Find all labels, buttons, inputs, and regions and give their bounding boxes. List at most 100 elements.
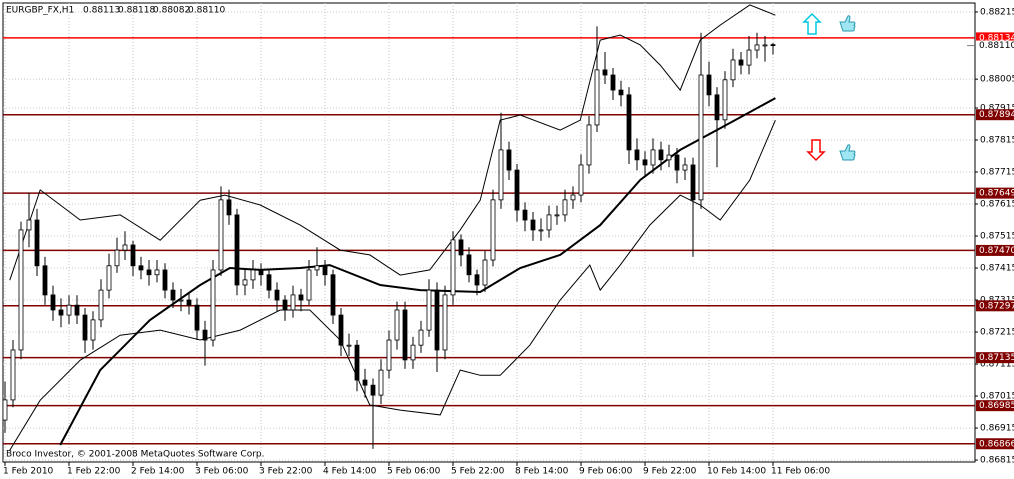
candle-body [610, 74, 616, 91]
candle-body [146, 269, 152, 276]
x-tick-label: 4 Feb 14:00 [323, 467, 377, 477]
level-label-box [976, 32, 1014, 44]
candle-body [746, 49, 752, 66]
y-tick-label: 0.87515 [980, 232, 1014, 242]
y-tick-label: 0.87215 [980, 328, 1014, 338]
candle-body [186, 299, 192, 306]
y-tick-label: 0.87015 [980, 392, 1014, 402]
candle-body [154, 269, 160, 276]
header-close: 0.88110 [188, 6, 225, 16]
candle-body [170, 289, 176, 301]
level-label: 0.86866 [979, 439, 1014, 449]
x-tick-label: 5 Feb 06:00 [387, 467, 441, 477]
candle-body [114, 249, 120, 267]
candle-body [162, 269, 168, 291]
level-label: 0.87649 [979, 189, 1014, 199]
candle-body [578, 164, 584, 196]
candle-body [10, 349, 16, 401]
y-tick-label: 0.87115 [980, 360, 1014, 370]
level-label-box [976, 244, 1014, 256]
candle-body [426, 289, 432, 331]
candle-body [306, 269, 312, 301]
bollinger-band [9, 120, 776, 451]
candle-body [42, 265, 48, 296]
candle-body [442, 294, 448, 351]
copyright: Broco Investor, © 2001-2008 MetaQuotes S… [6, 450, 265, 460]
x-tick-label: 1 Feb 22:00 [67, 467, 121, 477]
candle-body [26, 219, 32, 231]
candle-body [538, 229, 544, 232]
candle-body [658, 149, 664, 161]
symbol: EURGBP_FX,H1 [6, 6, 74, 16]
candle-body [418, 329, 424, 346]
candle-body [402, 309, 408, 361]
level-label-box [976, 300, 1014, 312]
candle-body [322, 265, 328, 276]
candle-body [586, 124, 592, 166]
candle-body [386, 339, 392, 371]
candle-body [354, 344, 360, 381]
last-price-box [976, 40, 1014, 51]
candle-body [242, 279, 248, 286]
candle-body [50, 294, 56, 311]
y-tick-label: 0.86815 [980, 456, 1014, 466]
candle-body [706, 74, 712, 96]
level-label-box [976, 352, 1014, 364]
x-tick-label: 8 Feb 14:00 [515, 467, 569, 477]
candle-body [466, 254, 472, 276]
candle-body [58, 309, 64, 316]
level-label-box [976, 187, 1014, 199]
candle-body [266, 274, 272, 291]
x-tick-label: 5 Feb 22:00 [451, 467, 505, 477]
x-tick-label: 11 Feb 06:00 [771, 467, 830, 477]
candle-body [274, 289, 280, 301]
candle-body [138, 265, 144, 271]
level-label: 0.86985 [979, 401, 1014, 411]
candle-body [106, 265, 112, 291]
x-tick-label: 3 Feb 22:00 [259, 467, 313, 477]
thumb-icon [839, 15, 856, 32]
candle-body [250, 269, 256, 281]
candle-body [666, 154, 672, 161]
candle-body [570, 194, 576, 201]
candle-body [490, 199, 496, 261]
candle-body [314, 265, 320, 271]
candle-body [290, 294, 296, 311]
x-tick-label: 9 Feb 22:00 [643, 467, 697, 477]
candle-body [298, 294, 304, 301]
candle-body [378, 369, 384, 396]
candle-body [82, 314, 88, 341]
candle-body [690, 164, 696, 201]
level-label: 0.87135 [979, 353, 1014, 363]
candle-body [482, 259, 488, 286]
candle-body [330, 274, 336, 316]
candle-body [674, 154, 680, 171]
candle-body [178, 299, 184, 302]
candle-body [410, 344, 416, 361]
level-label: 0.88134 [979, 33, 1014, 43]
candle-body [730, 59, 736, 81]
x-tick-label: 9 Feb 06:00 [579, 467, 633, 477]
candle-body [698, 74, 704, 201]
candle-body [562, 199, 568, 216]
x-tick-label: 2 Feb 14:00 [131, 467, 185, 477]
candle-body [714, 94, 720, 121]
header-open: 0.88113 [83, 6, 120, 16]
candle-body [546, 214, 552, 231]
candle-body [634, 149, 640, 161]
candle-body [218, 199, 224, 271]
candle-body [346, 344, 352, 347]
candle-body [98, 289, 104, 321]
candle-body [394, 309, 400, 341]
level-label-box [976, 438, 1014, 450]
x-tick-label: 1 Feb 2010 [3, 467, 54, 477]
candle-body [66, 304, 72, 316]
candle-body [210, 269, 216, 341]
candle-body [258, 269, 264, 276]
y-tick-label: 0.87615 [980, 200, 1014, 210]
candle-body [338, 314, 344, 346]
candle-body [650, 149, 656, 166]
candle-body [450, 239, 456, 296]
candle-body [554, 214, 560, 217]
